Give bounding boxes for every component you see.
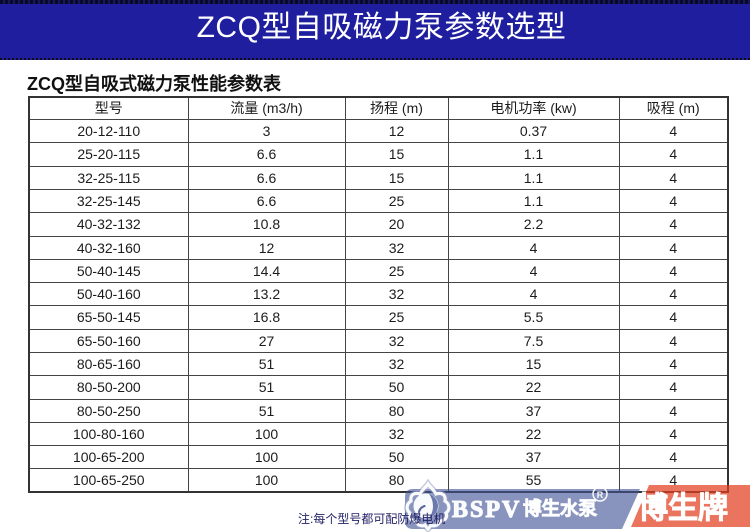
svg-text:博生牌: 博生牌 <box>638 492 728 525</box>
svg-text:BSPV: BSPV <box>452 497 521 523</box>
svg-text:博生水泵: 博生水泵 <box>523 498 598 519</box>
